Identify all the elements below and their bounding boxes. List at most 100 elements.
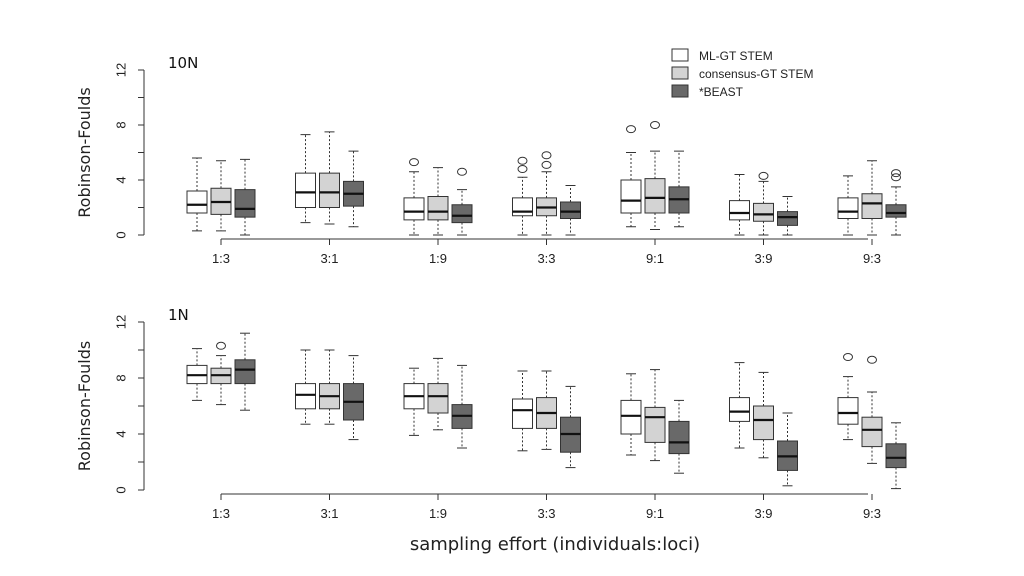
box-iqr (729, 397, 750, 422)
legend-label: consensus-GT STEM (699, 67, 813, 81)
box-ml-gt-stem-9-3 (837, 175, 859, 236)
x-tick-label: 1:3 (212, 251, 230, 266)
x-tick-label: 9:3 (863, 506, 881, 521)
box-ml-gt-stem-1-3 (186, 348, 208, 401)
y-tick-label: 8 (113, 374, 128, 381)
x-tick-label: 3:1 (320, 251, 338, 266)
box-iqr (885, 204, 907, 218)
outlier-point (891, 173, 901, 182)
box--beast-9-1 (668, 399, 690, 474)
box-iqr (620, 179, 642, 214)
box--beast-3-9 (777, 196, 798, 236)
y-tick-label: 12 (113, 315, 128, 329)
box--beast-1-9 (451, 364, 473, 449)
box-iqr (668, 420, 690, 455)
box-iqr (427, 383, 449, 414)
box-ml-gt-stem-3-1 (295, 349, 316, 425)
outlier-point (216, 341, 226, 350)
panel-label: 10N (168, 54, 198, 72)
outlier-point (517, 156, 528, 165)
box--beast-9-1 (668, 150, 690, 228)
box--beast-3-3 (560, 185, 581, 236)
box-consensus-gt-stem-3-9 (753, 171, 774, 236)
x-tick-label: 1:3 (212, 506, 230, 521)
box-consensus-gt-stem-1-9 (427, 167, 449, 236)
box--beast-3-3 (560, 385, 581, 469)
x-tick-label: 9:1 (646, 251, 664, 266)
legend: ML-GT STEM consensus-GT STEM *BEAST (671, 48, 813, 99)
y-axis-title: Robinson-Foulds (75, 341, 94, 471)
y-tick-label: 4 (113, 176, 128, 183)
x-tick-label: 3:1 (320, 506, 338, 521)
box-ml-gt-stem-1-3 (186, 157, 208, 232)
x-tick-label: 3:3 (537, 506, 555, 521)
outlier-point (891, 169, 901, 178)
panel-1N: 0 4 8 12 Robinson-Foulds 1:3 3:1 1:9 3:3 9:1 3:9 9:… (75, 306, 907, 521)
y-tick-label: 8 (113, 121, 128, 128)
box-iqr (451, 204, 473, 224)
box-iqr (295, 383, 316, 410)
legend-swatch (671, 84, 689, 98)
box-iqr (837, 197, 859, 219)
box-consensus-gt-stem-9-1 (644, 121, 666, 230)
outlier-point (626, 125, 636, 134)
x-tick-label: 9:3 (863, 251, 881, 266)
box-iqr (560, 201, 581, 219)
box--beast-3-1 (343, 355, 364, 441)
box-consensus-gt-stem-3-9 (753, 371, 774, 459)
outlier-point (843, 353, 853, 361)
box-iqr (620, 399, 642, 435)
outlier-point (457, 167, 467, 176)
y-tick-label: 0 (113, 231, 128, 238)
box-iqr (729, 200, 750, 221)
outlier-point (541, 151, 552, 160)
legend-swatch (671, 66, 689, 80)
x-tick-label: 3:9 (754, 251, 772, 266)
box-iqr (777, 211, 798, 226)
box-consensus-gt-stem-9-1 (644, 369, 666, 462)
x-tick-label: 3:9 (754, 506, 772, 521)
x-tick-label: 1:9 (429, 506, 447, 521)
box-consensus-gt-stem-9-3 (861, 355, 883, 464)
box-iqr (234, 189, 256, 218)
box-consensus-gt-stem-1-3 (210, 160, 232, 232)
box-iqr (861, 416, 883, 448)
legend-label: *BEAST (699, 85, 744, 99)
box-iqr (512, 398, 533, 429)
box-ml-gt-stem-3-9 (729, 362, 750, 449)
box-ml-gt-stem-9-3 (837, 353, 859, 441)
x-tick-label: 1:9 (429, 251, 447, 266)
box-consensus-gt-stem-9-3 (861, 160, 883, 236)
box-iqr (512, 197, 533, 217)
x-tick-label: 9:1 (646, 506, 664, 521)
panel-10N: 0 4 8 12 Robinson-Foulds 1:3 3:1 1:9 3:3 9:1 3:9 9:… (75, 54, 907, 266)
box-ml-gt-stem-3-3 (512, 156, 533, 236)
box-consensus-gt-stem-3-1 (319, 349, 340, 425)
box-iqr (837, 397, 859, 425)
box-ml-gt-stem-3-9 (729, 174, 750, 236)
box-iqr (753, 405, 774, 441)
outlier-point (409, 158, 419, 167)
box-iqr (644, 178, 666, 214)
y-axis-title: Robinson-Foulds (75, 87, 94, 217)
box--beast-3-9 (777, 412, 798, 487)
box-iqr (186, 190, 208, 214)
legend-swatch (671, 48, 689, 62)
box-iqr (234, 359, 256, 385)
x-tick-label: 3:3 (537, 251, 555, 266)
outlier-point (758, 171, 769, 180)
box-ml-gt-stem-9-1 (620, 373, 642, 456)
box-ml-gt-stem-3-1 (295, 134, 316, 224)
box--beast-1-3 (234, 158, 256, 236)
box-ml-gt-stem-9-1 (620, 125, 642, 228)
box--beast-9-3 (885, 422, 907, 490)
box-iqr (295, 172, 316, 208)
box--beast-1-9 (451, 167, 473, 236)
box-iqr (861, 193, 883, 219)
box-ml-gt-stem-1-9 (403, 158, 425, 236)
box-iqr (644, 406, 666, 443)
y-tick-label: 4 (113, 430, 128, 437)
box-consensus-gt-stem-1-3 (210, 341, 232, 406)
legend-label: ML-GT STEM (699, 49, 773, 63)
